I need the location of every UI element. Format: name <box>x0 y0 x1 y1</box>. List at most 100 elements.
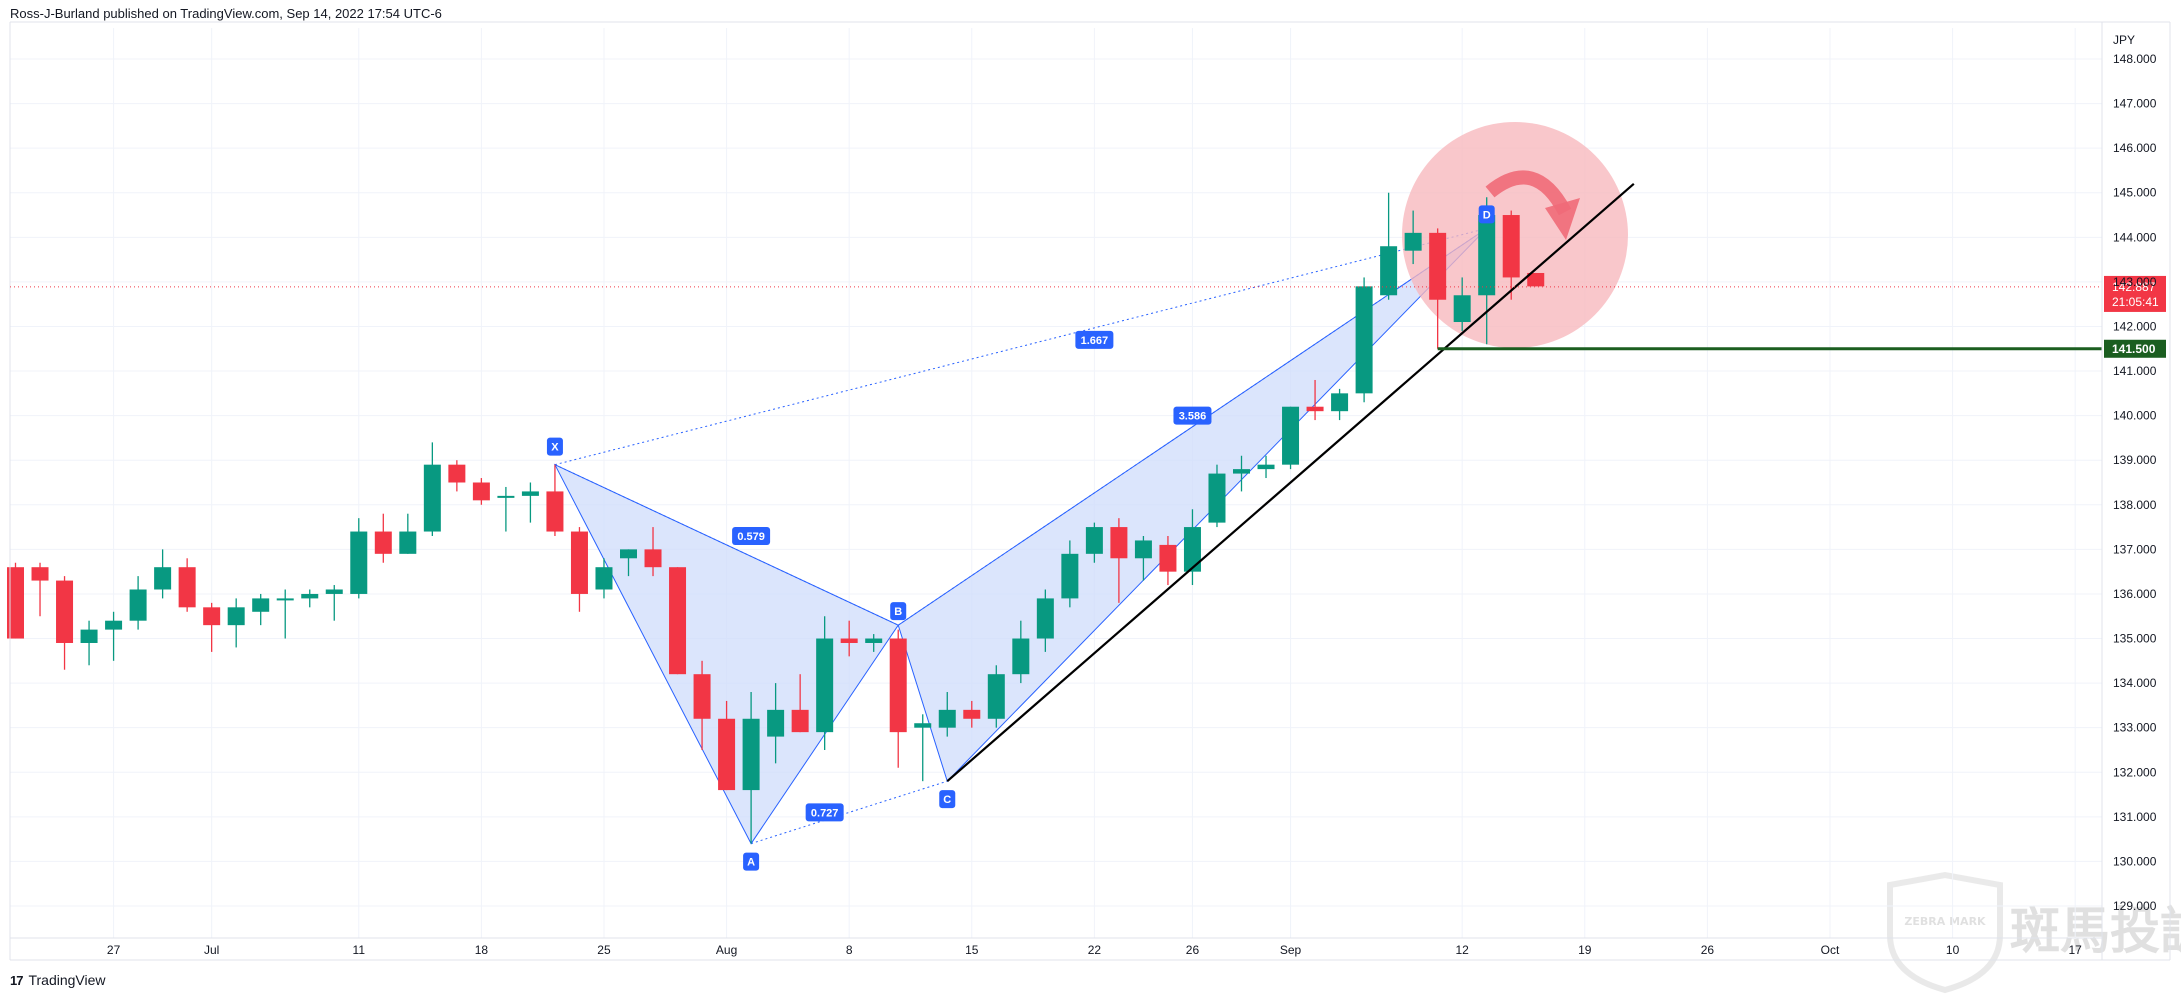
y-tick-label: 148.000 <box>2113 52 2157 66</box>
pattern-connector <box>554 464 899 626</box>
support-price-value: 141.500 <box>2112 342 2156 356</box>
watermark-text: 斑馬投訴 <box>2010 902 2181 960</box>
last-price-value: 142.887 <box>2112 280 2156 294</box>
candle-body <box>742 718 760 791</box>
candle-body <box>546 491 564 532</box>
candle-body <box>472 482 490 501</box>
pattern-point-a-bg <box>743 852 760 871</box>
candle-body <box>227 607 245 626</box>
y-tick-label: 147.000 <box>2113 97 2157 111</box>
candle-body <box>1257 464 1275 470</box>
uptrend-line <box>946 182 1635 783</box>
ratio-label: 1.667 <box>1075 330 1114 349</box>
pattern-point-b-text: B <box>894 606 902 618</box>
candle-body <box>129 589 147 621</box>
candle-body <box>423 464 441 532</box>
y-tick-label: 137.000 <box>2113 542 2157 556</box>
candle-body <box>1036 598 1054 639</box>
candle-body <box>178 567 196 608</box>
candle-body <box>154 567 172 590</box>
candle-body <box>399 531 417 554</box>
pattern-connector <box>750 780 948 845</box>
zebra-watermark: ZEBRA MARK 斑馬投訴 <box>1887 871 2181 994</box>
candle-body <box>301 593 319 599</box>
candle-body <box>325 589 343 594</box>
y-tick-label: 146.000 <box>2113 141 2157 155</box>
candle-body <box>1404 232 1422 251</box>
y-tick-label: 133.000 <box>2113 721 2157 735</box>
candle-body <box>203 607 221 626</box>
candle-body <box>1306 406 1324 412</box>
pattern-point-d-text: D <box>1483 209 1491 221</box>
pattern-point-c-text: C <box>943 794 951 806</box>
publisher-header: Ross-J-Burland published on TradingView.… <box>10 6 442 21</box>
pattern-connector <box>554 227 1487 466</box>
y-tick-label: 134.000 <box>2113 676 2157 690</box>
x-tick-label: 26 <box>1701 943 1715 957</box>
candle-body <box>595 567 613 590</box>
x-tick-label: 11 <box>353 943 366 957</box>
candle-body <box>1208 473 1226 523</box>
currency-label: JPY <box>2113 33 2135 47</box>
pattern-point-d: D <box>1478 205 1495 224</box>
tradingview-logo-icon: 17 <box>10 972 24 988</box>
candle-body <box>276 598 294 601</box>
candle-body <box>1453 295 1471 323</box>
pattern-point-x-text: X <box>551 442 559 454</box>
candle-body <box>718 718 736 791</box>
ratio-label: 3.586 <box>1173 406 1212 425</box>
candle-body <box>987 674 1005 719</box>
candle-body <box>840 638 858 643</box>
candle-body <box>1478 215 1496 296</box>
candle-body <box>1331 393 1349 412</box>
x-tick-label: 10 <box>1946 943 1960 957</box>
x-tick-label: 15 <box>965 943 979 957</box>
candle-body <box>350 531 368 594</box>
y-tick-label: 138.000 <box>2113 498 2157 512</box>
candle-body <box>1233 469 1250 474</box>
candle-body <box>767 709 785 737</box>
ratio-label-bg <box>1075 330 1114 349</box>
y-tick-label: 129.000 <box>2113 899 2157 913</box>
candle-body <box>7 567 24 639</box>
x-tick-label: 8 <box>846 943 853 957</box>
y-tick-label: 131.000 <box>2113 810 2157 824</box>
pattern-point-a-text: A <box>747 857 755 869</box>
x-tick-label: Oct <box>1821 943 1840 957</box>
x-tick-label: 27 <box>107 943 121 957</box>
ratio-label-bg <box>805 803 844 822</box>
candle-body <box>963 709 981 719</box>
y-tick-label: 130.000 <box>2113 854 2157 868</box>
ratio-label-text: 0.727 <box>811 807 839 819</box>
pattern-point-d-bg <box>1478 205 1495 224</box>
pattern-point-b-bg <box>890 602 907 621</box>
candle-body <box>1429 232 1447 300</box>
x-tick-label: Aug <box>716 943 737 957</box>
ratio-label: 0.579 <box>732 526 771 545</box>
candle-body <box>1355 286 1373 394</box>
y-tick-label: 140.000 <box>2113 409 2157 423</box>
x-tick-label: 25 <box>597 943 611 957</box>
candle-body <box>1012 638 1030 675</box>
last-price-box <box>2104 275 2166 312</box>
y-tick-label: 143.000 <box>2113 275 2157 289</box>
candle-body <box>914 723 932 728</box>
y-tick-label: 141.000 <box>2113 364 2157 378</box>
ratio-label-text: 0.579 <box>737 531 765 543</box>
candle-body <box>252 598 270 612</box>
candle-body <box>1134 540 1152 559</box>
x-tick-label: 18 <box>475 943 489 957</box>
y-tick-label: 135.000 <box>2113 632 2157 646</box>
pattern-point-x: X <box>546 437 563 456</box>
annotations: X A B C D 0.579 0.727 1.667 3.586 142.88721:05:41… <box>546 170 2166 871</box>
candle-body <box>1061 553 1079 599</box>
support-price-box <box>2104 339 2166 358</box>
x-tick-label: 19 <box>1578 943 1592 957</box>
candle-body <box>1380 246 1398 296</box>
candle-body <box>865 638 883 643</box>
x-tick-label: 22 <box>1088 943 1102 957</box>
candle-body <box>448 464 466 483</box>
ratio-label-bg <box>732 526 771 545</box>
candle-body <box>1183 527 1201 572</box>
pattern-point-x-bg <box>546 437 563 456</box>
